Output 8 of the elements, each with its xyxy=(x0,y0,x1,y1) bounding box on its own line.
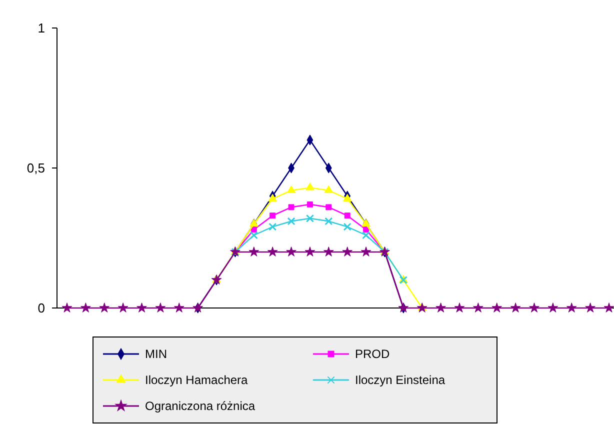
legend-label: Iloczyn Hamachera xyxy=(145,373,248,388)
legend-label: MIN xyxy=(145,347,167,362)
legend-label: PROD xyxy=(355,347,390,362)
y-tick-label: 0,5 xyxy=(26,160,45,176)
y-tick-label: 0 xyxy=(38,300,45,316)
y-tick-label: 1 xyxy=(38,20,45,36)
legend-label: Iloczyn Einsteina xyxy=(355,373,446,388)
legend-label: Ograniczona różnica xyxy=(145,399,256,414)
